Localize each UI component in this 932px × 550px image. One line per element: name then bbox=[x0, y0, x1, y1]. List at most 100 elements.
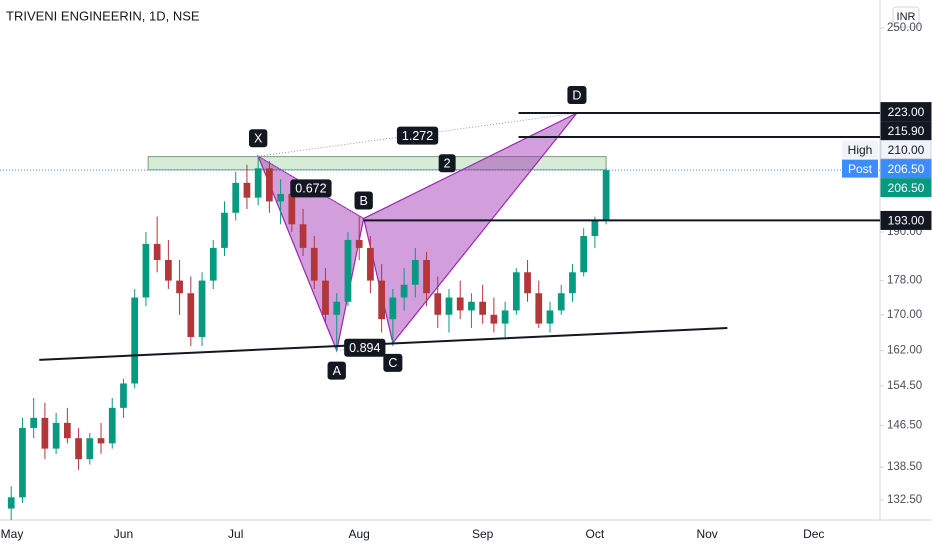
pattern-point-label-text: C bbox=[388, 356, 397, 370]
price-label: 210.00 bbox=[888, 143, 925, 157]
x-tick-label: Jul bbox=[228, 527, 243, 541]
candle-body bbox=[445, 297, 453, 315]
candle-body bbox=[400, 284, 408, 298]
candle-body bbox=[367, 247, 374, 281]
candle-body bbox=[423, 259, 430, 294]
candle-body bbox=[7, 497, 15, 509]
pattern-point-label: C bbox=[383, 353, 403, 372]
candle-body bbox=[378, 280, 385, 320]
candle-body bbox=[41, 417, 49, 449]
pattern-point-label-box bbox=[354, 191, 373, 210]
currency-label: INR bbox=[897, 11, 916, 23]
zone-label: 2 bbox=[438, 154, 456, 173]
chart-title: TRIVENI ENGINEERIN, 1D, NSE bbox=[6, 8, 200, 23]
y-tick-label: 132.50 bbox=[887, 494, 922, 506]
candle-body bbox=[97, 438, 105, 444]
candle-body bbox=[591, 220, 599, 237]
ratio-label-box bbox=[290, 179, 332, 198]
candle-body bbox=[153, 243, 161, 260]
candle-body bbox=[602, 170, 610, 221]
candle-body bbox=[266, 168, 273, 202]
y-tick-label: 178.00 bbox=[887, 275, 922, 287]
candle-body bbox=[411, 259, 419, 285]
candle-body bbox=[52, 422, 60, 449]
candle-body bbox=[131, 297, 139, 384]
candle-body bbox=[176, 280, 183, 294]
candle-body bbox=[501, 310, 509, 324]
x-tick-label: Oct bbox=[586, 527, 605, 541]
candle-body bbox=[322, 280, 329, 315]
candle-body bbox=[198, 280, 206, 337]
price-label-box bbox=[880, 140, 932, 160]
candle-body bbox=[209, 247, 217, 281]
candle-body bbox=[344, 239, 352, 302]
candle-body bbox=[468, 301, 475, 311]
candle-body bbox=[221, 212, 228, 248]
candle-body bbox=[288, 193, 296, 225]
y-tick-label: 154.50 bbox=[887, 380, 922, 392]
y-tick-label: 146.50 bbox=[887, 419, 922, 431]
price-label-box bbox=[880, 178, 932, 198]
pattern-point-label-text: A bbox=[333, 364, 342, 378]
pattern-point-label-text: B bbox=[360, 194, 368, 208]
candle-body bbox=[232, 182, 240, 213]
candle-body bbox=[310, 247, 318, 281]
zone-label-text: 2 bbox=[444, 156, 451, 170]
price-label-box bbox=[880, 121, 932, 141]
pattern-point-label-text: D bbox=[572, 88, 581, 102]
x-tick-label: May bbox=[1, 527, 24, 541]
candle-body bbox=[389, 297, 397, 320]
pattern-point-label: B bbox=[354, 191, 373, 210]
pattern-point-label-box bbox=[327, 361, 346, 380]
candle-body bbox=[333, 301, 341, 315]
price-label: 206.50 bbox=[888, 162, 925, 176]
pattern-point-label-box bbox=[383, 353, 403, 372]
candle-body bbox=[120, 383, 127, 408]
candle-body bbox=[19, 427, 26, 498]
candle-body bbox=[580, 236, 588, 273]
candle-body bbox=[569, 272, 576, 294]
ratio-label: 0.672 bbox=[290, 179, 332, 198]
candle-body bbox=[243, 182, 251, 198]
candle-body bbox=[535, 293, 543, 324]
currency-badge[interactable] bbox=[892, 6, 920, 28]
candle-body bbox=[479, 301, 487, 315]
y-tick-label: 170.00 bbox=[887, 309, 922, 321]
price-label: 215.90 bbox=[888, 124, 925, 138]
ratio-label-text: 1.272 bbox=[402, 129, 433, 143]
x-tick-label: Nov bbox=[696, 527, 717, 541]
price-label-name-box bbox=[842, 140, 878, 159]
candle-body bbox=[86, 438, 94, 460]
ratio-label-box bbox=[396, 126, 439, 145]
price-label: 223.00 bbox=[888, 105, 925, 119]
candle-body bbox=[490, 314, 498, 324]
candle-body bbox=[165, 259, 172, 281]
price-label-name-box bbox=[842, 159, 878, 178]
ratio-label-box bbox=[344, 338, 386, 357]
pattern-point-label: X bbox=[248, 129, 268, 148]
price-label-box bbox=[880, 159, 932, 179]
price-label-box bbox=[880, 210, 932, 230]
candle-body bbox=[557, 293, 565, 311]
candle-body bbox=[546, 310, 554, 324]
pattern-point-label: D bbox=[567, 86, 587, 105]
price-label-name: Post bbox=[848, 162, 873, 176]
pattern-point-label: A bbox=[327, 361, 346, 380]
y-tick-label: 250.00 bbox=[887, 22, 922, 34]
candle-body bbox=[254, 168, 262, 198]
price-label: 193.00 bbox=[888, 214, 925, 228]
candle-body bbox=[277, 193, 284, 202]
candle-body bbox=[434, 293, 442, 315]
y-tick-label: 138.50 bbox=[887, 461, 922, 473]
price-label-box bbox=[880, 102, 932, 122]
candle-body bbox=[355, 239, 363, 248]
ratio-label: 1.272 bbox=[396, 126, 439, 145]
candle-body bbox=[108, 407, 116, 444]
price-label-name: High bbox=[848, 143, 873, 157]
y-tick-label: 162.00 bbox=[887, 345, 922, 357]
x-tick-label: Jun bbox=[114, 527, 133, 541]
ratio-label-text: 0.672 bbox=[295, 182, 326, 196]
